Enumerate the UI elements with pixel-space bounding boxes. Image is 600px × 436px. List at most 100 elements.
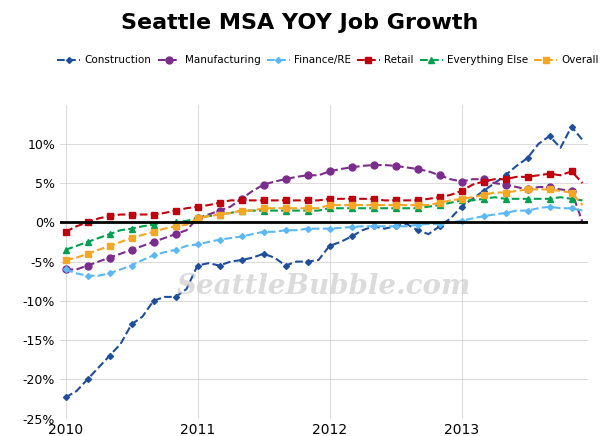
Finance/RE [227, 235, 234, 241]
Everything Else [194, 216, 201, 221]
Overall [392, 202, 399, 208]
Construction [194, 263, 201, 268]
Retail [282, 198, 289, 203]
Manufacturing [84, 263, 91, 268]
Retail [84, 220, 91, 225]
Finance/RE [337, 225, 344, 231]
Manufacturing [260, 182, 267, 187]
Construction [425, 232, 432, 237]
Overall [348, 202, 355, 208]
Everything Else [150, 222, 157, 227]
Retail [326, 196, 333, 201]
Overall [249, 208, 256, 213]
Construction [161, 294, 168, 300]
Everything Else [238, 208, 245, 213]
Everything Else [271, 208, 278, 213]
Construction [216, 263, 223, 268]
Line: Retail: Retail [62, 168, 586, 235]
Manufacturing [447, 177, 454, 182]
Finance/RE [458, 218, 465, 223]
Overall [524, 187, 531, 192]
Construction [205, 261, 212, 266]
Overall [359, 202, 366, 208]
Finance/RE [513, 208, 520, 213]
Manufacturing [491, 181, 498, 186]
Retail [260, 198, 267, 203]
Retail [238, 198, 245, 203]
Construction [227, 259, 234, 264]
Construction [139, 314, 146, 319]
Everything Else [480, 196, 487, 201]
Finance/RE [403, 224, 410, 229]
Construction [183, 286, 190, 292]
Retail [227, 198, 234, 203]
Overall [557, 188, 564, 194]
Overall [62, 257, 69, 262]
Finance/RE [359, 224, 366, 229]
Construction [524, 155, 531, 160]
Retail [579, 181, 586, 186]
Overall [172, 224, 179, 229]
Manufacturing [359, 163, 366, 168]
Finance/RE [205, 239, 212, 245]
Manufacturing [403, 165, 410, 170]
Manufacturing [392, 163, 399, 168]
Construction [458, 204, 465, 209]
Finance/RE [106, 271, 113, 276]
Finance/RE [425, 221, 432, 227]
Retail [117, 212, 124, 217]
Finance/RE [447, 220, 454, 225]
Manufacturing [161, 235, 168, 241]
Retail [194, 204, 201, 209]
Overall [227, 210, 234, 215]
Manufacturing [282, 177, 289, 182]
Everything Else [161, 220, 168, 225]
Overall [95, 247, 102, 252]
Manufacturing [513, 184, 520, 190]
Finance/RE [282, 228, 289, 233]
Retail [337, 196, 344, 201]
Everything Else [172, 220, 179, 225]
Everything Else [513, 196, 520, 201]
Everything Else [535, 196, 542, 201]
Everything Else [348, 206, 355, 211]
Overall [194, 216, 201, 221]
Manufacturing [502, 182, 509, 187]
Manufacturing [381, 163, 388, 168]
Overall [293, 206, 300, 211]
Construction [249, 255, 256, 260]
Overall [260, 206, 267, 211]
Everything Else [73, 243, 80, 249]
Legend: Construction, Manufacturing, Finance/RE, Retail, Everything Else, Overall: Construction, Manufacturing, Finance/RE,… [53, 51, 600, 69]
Retail [381, 198, 388, 203]
Manufacturing [227, 204, 234, 209]
Everything Else [227, 210, 234, 215]
Construction [172, 294, 179, 300]
Retail [161, 210, 168, 215]
Everything Else [282, 208, 289, 213]
Manufacturing [370, 163, 377, 168]
Retail [370, 196, 377, 201]
Overall [150, 229, 157, 235]
Overall [216, 212, 223, 217]
Overall [106, 243, 113, 249]
Overall [238, 208, 245, 213]
Manufacturing [458, 179, 465, 184]
Construction [260, 251, 267, 256]
Manufacturing [337, 167, 344, 172]
Overall [579, 202, 586, 208]
Manufacturing [557, 187, 564, 192]
Construction [480, 188, 487, 194]
Manufacturing [480, 177, 487, 182]
Everything Else [425, 204, 432, 209]
Finance/RE [260, 229, 267, 235]
Line: Construction: Construction [64, 125, 584, 399]
Overall [205, 214, 212, 219]
Manufacturing [524, 187, 531, 192]
Overall [161, 226, 168, 231]
Overall [73, 255, 80, 260]
Retail [535, 173, 542, 178]
Everything Else [337, 206, 344, 211]
Everything Else [568, 196, 575, 201]
Finance/RE [249, 232, 256, 237]
